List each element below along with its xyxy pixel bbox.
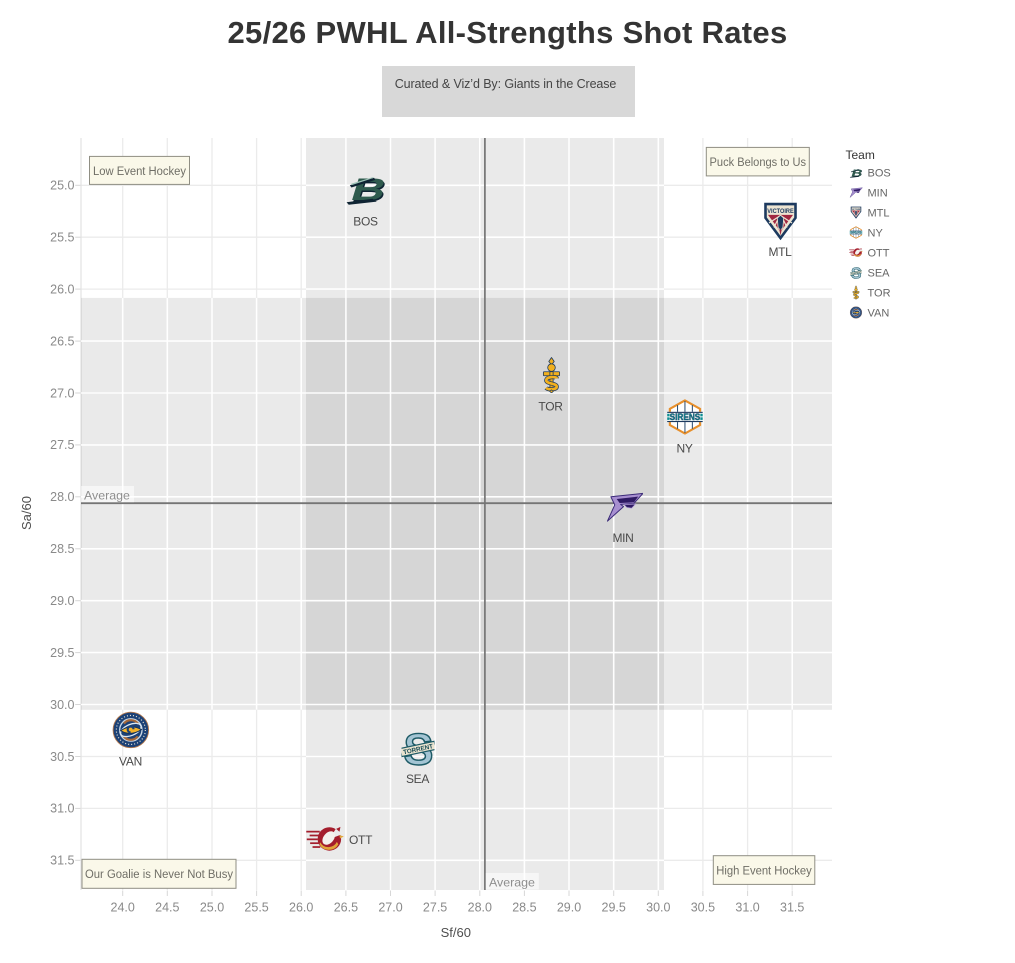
svg-text:28.0: 28.0 <box>50 490 74 504</box>
svg-text:31.0: 31.0 <box>50 802 74 816</box>
svg-text:NY: NY <box>868 227 884 239</box>
svg-text:VAN: VAN <box>119 755 142 769</box>
svg-text:26.0: 26.0 <box>289 901 313 915</box>
svg-text:25.0: 25.0 <box>200 901 224 915</box>
svg-text:26.5: 26.5 <box>334 901 358 915</box>
svg-text:24.0: 24.0 <box>111 901 135 915</box>
svg-text:27.5: 27.5 <box>50 438 74 452</box>
svg-text:OTT: OTT <box>868 247 890 259</box>
svg-text:VAN: VAN <box>868 307 890 319</box>
svg-text:25.0: 25.0 <box>50 179 74 193</box>
svg-text:25.5: 25.5 <box>244 901 268 915</box>
svg-text:29.5: 29.5 <box>50 646 74 660</box>
svg-text:SEA: SEA <box>406 772 429 786</box>
svg-text:30.5: 30.5 <box>691 901 715 915</box>
svg-text:Puck Belongs to Us: Puck Belongs to Us <box>710 155 807 169</box>
svg-text:Sf/60: Sf/60 <box>441 925 471 940</box>
svg-text:29.0: 29.0 <box>557 901 581 915</box>
svg-text:Our Goalie is Never Not Busy: Our Goalie is Never Not Busy <box>85 867 234 881</box>
svg-text:SEA: SEA <box>868 267 891 279</box>
svg-text:Average: Average <box>84 488 130 502</box>
svg-text:MTL: MTL <box>768 245 792 259</box>
svg-text:Sa/60: Sa/60 <box>19 496 34 530</box>
svg-text:Low Event Hockey: Low Event Hockey <box>93 164 187 178</box>
svg-text:BOS: BOS <box>868 167 891 179</box>
svg-text:31.0: 31.0 <box>735 901 759 915</box>
svg-text:TOR: TOR <box>538 400 563 414</box>
svg-text:31.5: 31.5 <box>50 854 74 868</box>
svg-text:27.0: 27.0 <box>50 386 74 400</box>
svg-text:25.5: 25.5 <box>50 231 74 245</box>
svg-text:30.0: 30.0 <box>646 901 670 915</box>
svg-text:NY: NY <box>676 442 692 456</box>
svg-text:OTT: OTT <box>349 833 373 847</box>
svg-text:28.5: 28.5 <box>512 901 536 915</box>
svg-text:29.5: 29.5 <box>602 901 626 915</box>
svg-text:26.0: 26.0 <box>50 282 74 296</box>
svg-text:TOR: TOR <box>868 287 891 299</box>
svg-text:Team: Team <box>846 148 875 162</box>
svg-text:26.5: 26.5 <box>50 334 74 348</box>
svg-text:MIN: MIN <box>612 531 633 545</box>
svg-text:MTL: MTL <box>868 207 890 219</box>
svg-text:29.0: 29.0 <box>50 594 74 608</box>
svg-text:High Event Hockey: High Event Hockey <box>716 864 812 878</box>
svg-text:28.0: 28.0 <box>468 901 492 915</box>
svg-text:31.5: 31.5 <box>780 901 804 915</box>
svg-text:30.0: 30.0 <box>50 698 74 712</box>
svg-text:30.5: 30.5 <box>50 750 74 764</box>
svg-text:24.5: 24.5 <box>155 901 179 915</box>
svg-text:27.0: 27.0 <box>378 901 402 915</box>
svg-text:Average: Average <box>489 876 535 890</box>
svg-text:MIN: MIN <box>868 187 888 199</box>
svg-text:27.5: 27.5 <box>423 901 447 915</box>
svg-text:BOS: BOS <box>353 215 378 229</box>
svg-text:28.5: 28.5 <box>50 542 74 556</box>
